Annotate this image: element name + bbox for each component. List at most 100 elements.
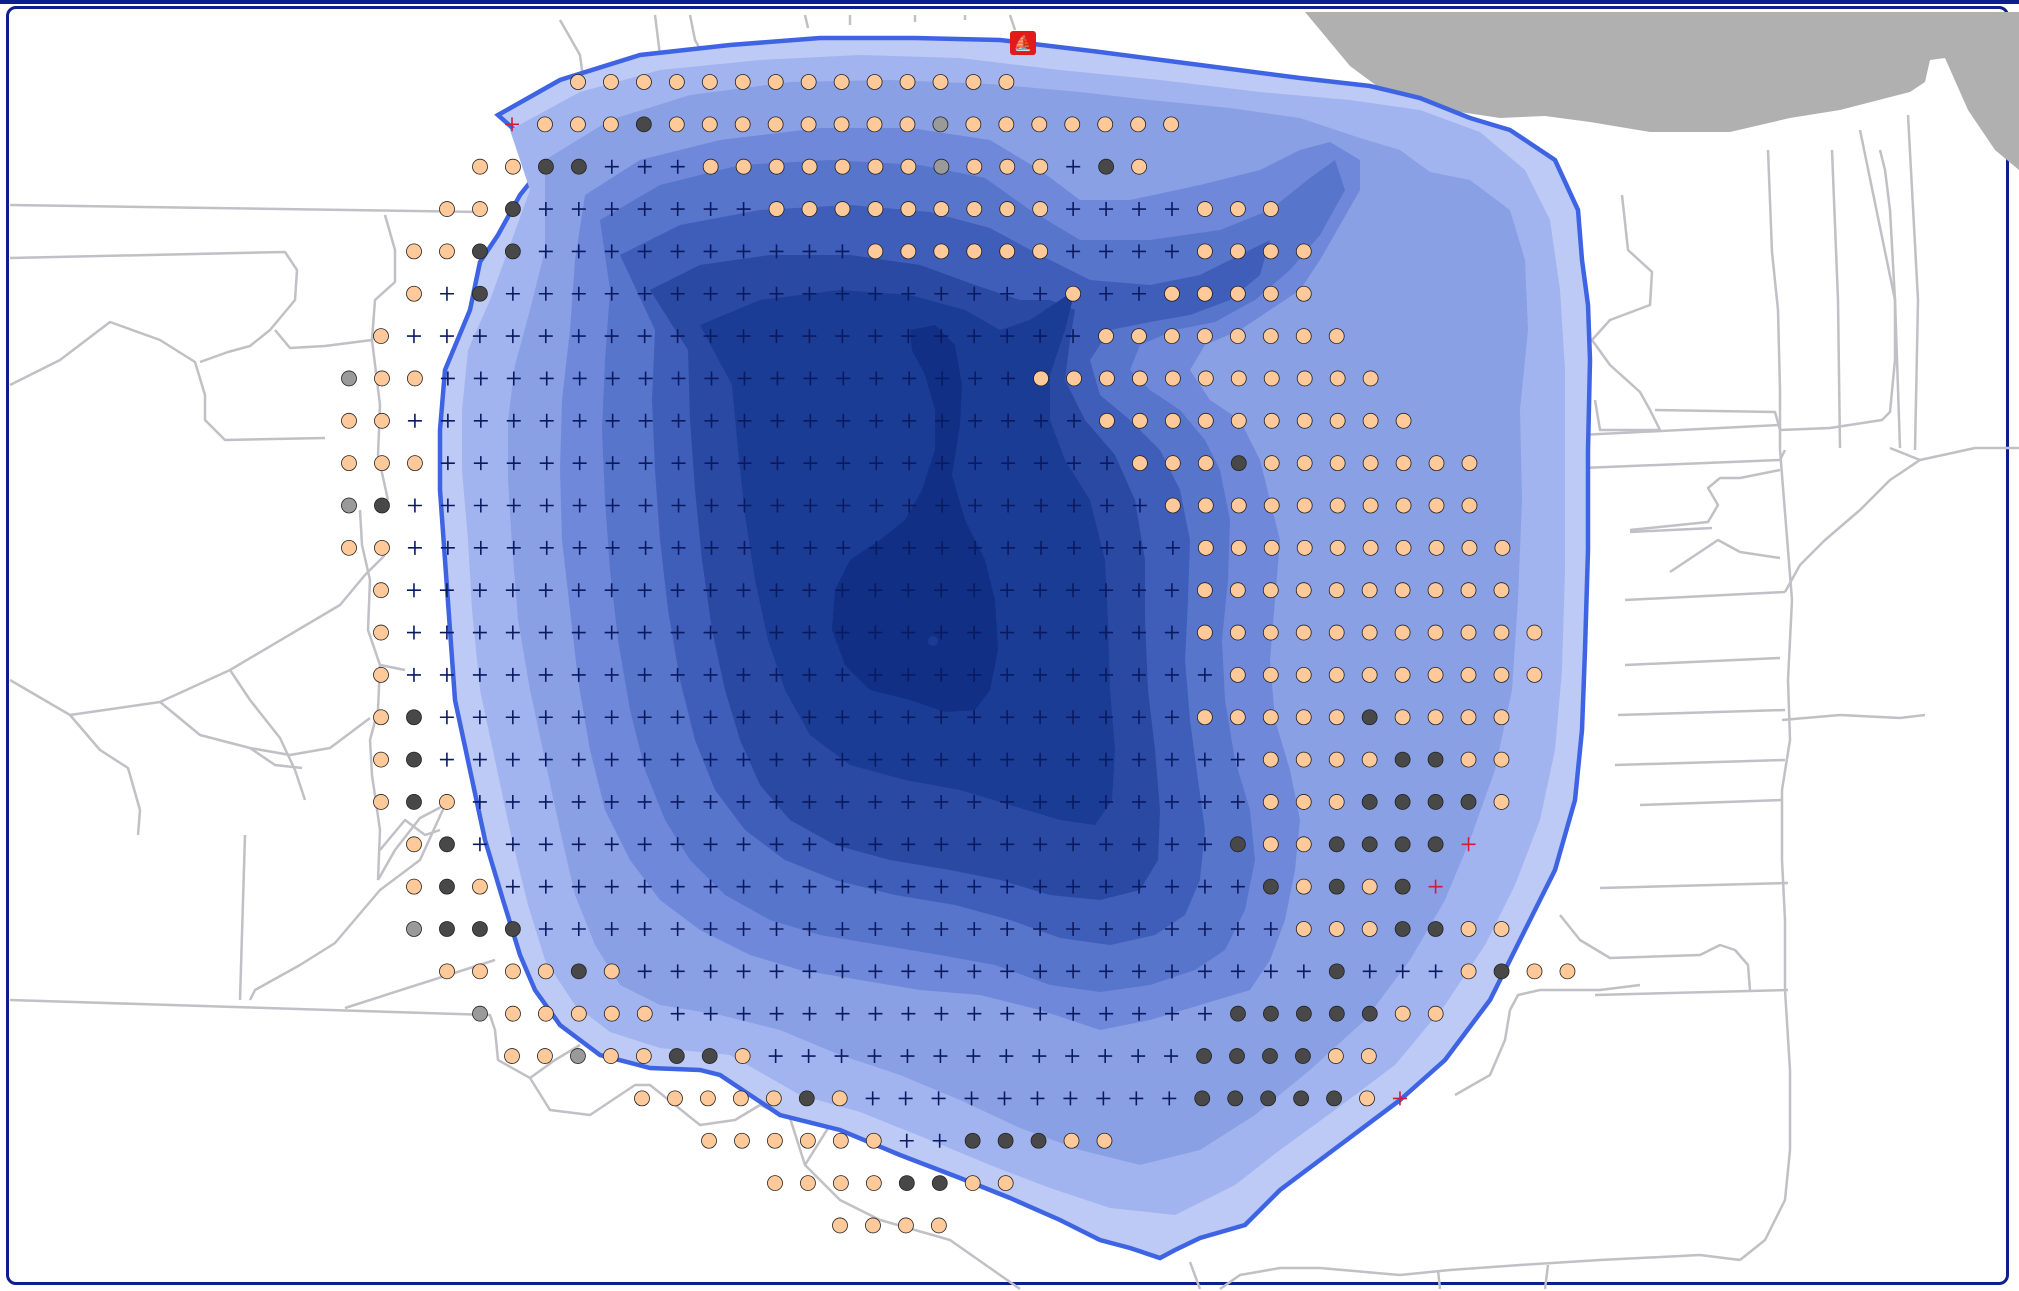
light-sample-point (1063, 1132, 1080, 1149)
light-sample-point (1031, 116, 1048, 133)
light-sample-point (865, 1175, 882, 1191)
plus-marker (472, 667, 487, 682)
plus-marker (439, 710, 454, 725)
light-sample-point (1229, 328, 1246, 345)
dark-sample-point (472, 243, 488, 260)
plus-marker (571, 202, 586, 217)
plus-marker (967, 286, 982, 301)
plus-marker (1099, 710, 1114, 725)
light-sample-point (1295, 582, 1312, 599)
plus-marker (505, 794, 520, 809)
plus-marker (538, 837, 553, 852)
plus-marker (935, 498, 950, 513)
plus-marker (671, 540, 686, 555)
light-sample-point (1460, 624, 1477, 641)
plus-marker (670, 286, 685, 301)
light-sample-point (1131, 158, 1147, 175)
plus-marker (901, 879, 916, 894)
plus-marker (900, 1049, 915, 1064)
dark-sample-point (1263, 1005, 1279, 1022)
light-sample-point (1460, 751, 1477, 768)
light-sample-point (570, 116, 586, 133)
light-sample-point (1329, 370, 1346, 387)
light-sample-point (537, 963, 554, 980)
plus-marker (1033, 667, 1048, 682)
top-border (0, 0, 2019, 4)
light-sample-point (1361, 921, 1378, 937)
plus-marker (1099, 752, 1114, 767)
light-sample-point (1295, 328, 1312, 345)
plus-marker (1000, 710, 1015, 725)
plus-marker (1033, 837, 1048, 852)
dark-sample-point (1394, 794, 1411, 810)
light-sample-point (373, 328, 389, 345)
dark-sample-point (1328, 963, 1345, 980)
plus-marker (1066, 837, 1081, 852)
light-sample-point (801, 158, 818, 175)
plus-marker (1066, 794, 1081, 809)
light-sample-point (1032, 158, 1049, 175)
plus-marker (869, 540, 884, 555)
plus-marker (1099, 583, 1114, 598)
plus-marker (1065, 1049, 1080, 1064)
plus-marker (1033, 1006, 1048, 1021)
plus-marker (538, 752, 553, 767)
plus-marker (506, 371, 521, 386)
plus-marker (505, 667, 520, 682)
plus-marker (572, 413, 587, 428)
plus-marker (736, 752, 751, 767)
light-sample-point (1427, 582, 1444, 599)
red-plus-marker (1392, 1091, 1407, 1106)
light-sample-point (1362, 497, 1379, 514)
light-sample-point (1394, 624, 1411, 641)
plus-marker (968, 498, 983, 513)
plus-marker (571, 837, 586, 852)
light-sample-point (1295, 624, 1312, 641)
light-sample-point (998, 74, 1015, 90)
plus-marker (967, 964, 982, 979)
plus-marker (539, 540, 554, 555)
plus-marker (440, 540, 455, 555)
plus-marker (1165, 1006, 1180, 1021)
plus-marker (1033, 329, 1048, 344)
plus-marker (605, 540, 620, 555)
plus-marker (901, 922, 916, 936)
plus-marker (1129, 1091, 1144, 1106)
plus-marker (571, 794, 586, 809)
boat-launch-symbol: ⛵ (1013, 34, 1033, 52)
plus-marker (835, 1006, 850, 1021)
plus-marker (671, 371, 686, 386)
plus-marker (1001, 371, 1016, 386)
boat-launch-icon[interactable]: ⛵ (1010, 31, 1036, 55)
plus-marker (1034, 540, 1049, 555)
plus-marker (967, 710, 982, 725)
light-sample-point (1493, 582, 1510, 599)
plus-marker (997, 1091, 1012, 1106)
plus-marker (572, 540, 587, 555)
dark-sample-point (1326, 1090, 1342, 1107)
light-sample-point (406, 243, 422, 260)
plus-marker (406, 583, 421, 598)
plus-marker (769, 625, 784, 640)
dark-sample-point (570, 158, 587, 175)
plus-marker (571, 286, 586, 301)
plus-marker (901, 1006, 916, 1021)
light-sample-point (407, 455, 423, 472)
land-area (1305, 12, 2019, 170)
light-sample-point (1493, 624, 1510, 641)
plus-marker (868, 286, 883, 301)
plus-marker (770, 413, 785, 428)
plus-marker (769, 837, 784, 852)
plus-marker (604, 202, 619, 217)
dark-sample-point (964, 1132, 981, 1149)
light-sample-point (1229, 667, 1246, 683)
plus-marker (867, 1049, 882, 1064)
plus-marker (802, 1006, 817, 1021)
light-sample-point (966, 243, 983, 260)
plus-marker (737, 540, 752, 555)
plus-marker (835, 922, 850, 936)
plus-marker (935, 456, 950, 471)
plus-marker (902, 456, 917, 471)
plus-marker (1033, 583, 1048, 598)
